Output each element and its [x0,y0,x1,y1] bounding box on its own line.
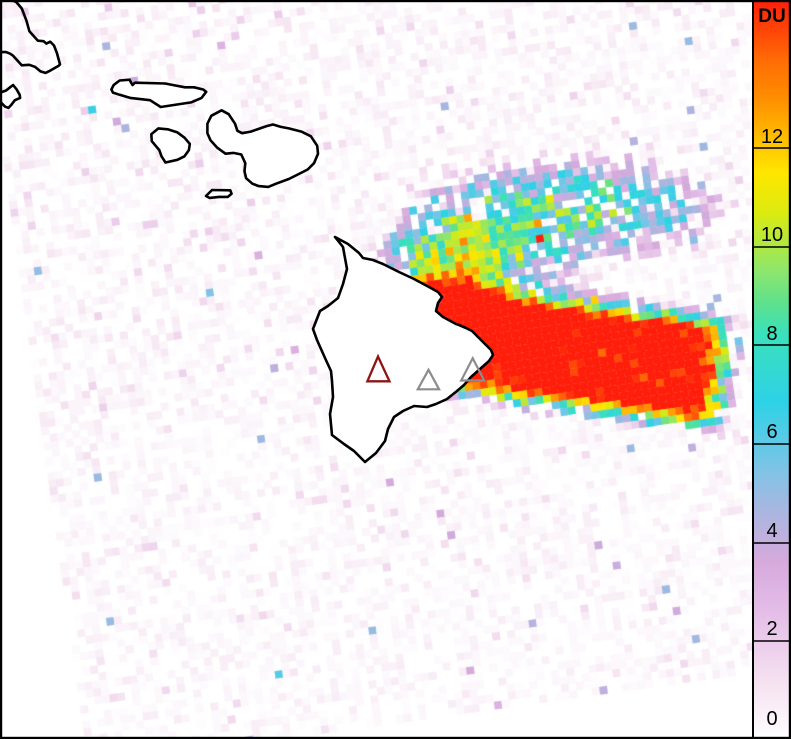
svg-text:2: 2 [766,618,777,640]
svg-text:6: 6 [766,421,777,443]
svg-text:12: 12 [761,126,783,148]
svg-text:4: 4 [766,520,777,542]
svg-text:8: 8 [766,323,777,345]
svg-text:10: 10 [761,224,783,246]
svg-text:DU: DU [758,6,785,27]
svg-text:0: 0 [766,708,777,730]
